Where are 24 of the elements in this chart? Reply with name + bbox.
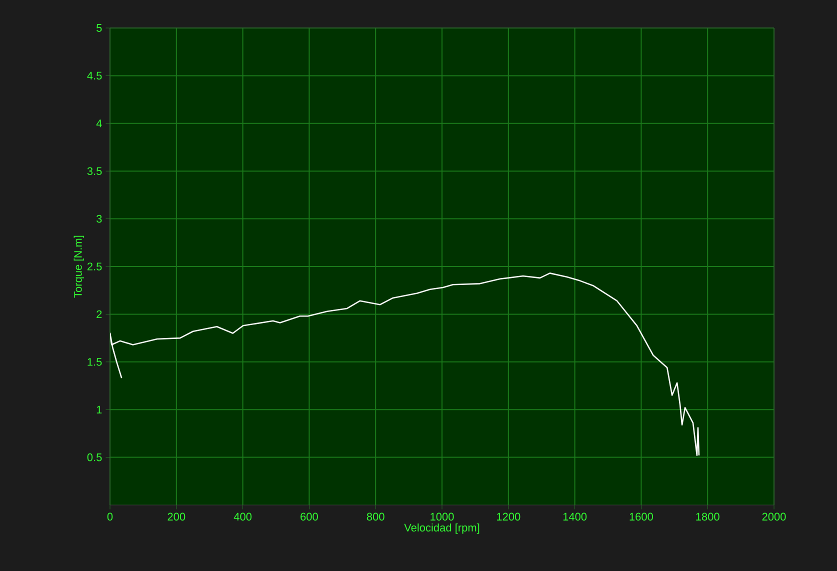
- x-tick-label: 1200: [497, 512, 520, 521]
- x-axis-title: Velocidad [rpm]: [404, 523, 480, 534]
- x-tick-label: 400: [234, 512, 252, 521]
- y-tick-label: 3: [96, 214, 102, 223]
- x-tick-label: 0: [107, 512, 113, 521]
- y-tick-label: 2: [96, 310, 102, 318]
- x-tick-label: 200: [168, 512, 186, 521]
- y-tick-label: 0.5: [87, 453, 102, 462]
- y-tick-label: 3.5: [87, 167, 102, 175]
- y-tick-label: 4.5: [87, 72, 102, 80]
- y-tick-label: 1.5: [88, 358, 102, 366]
- x-tick-label: 1000: [430, 512, 454, 521]
- line-series: [110, 272, 700, 456]
- x-tick-label: 1600: [630, 512, 653, 521]
- x-tick-label: 600: [300, 512, 318, 521]
- x-tick-label: 800: [366, 512, 384, 521]
- x-tick-label: 1800: [696, 512, 720, 521]
- x-tick-label: 2000: [762, 512, 786, 521]
- y-tick-label: 1: [96, 406, 102, 414]
- y-axis-title: Torque [N.m]: [74, 236, 84, 298]
- y-tick-label: 4: [96, 120, 102, 128]
- x-tick-label: 1400: [563, 512, 587, 521]
- y-tick-label: 2.5: [87, 262, 102, 270]
- y-tick-label: 5: [96, 24, 102, 32]
